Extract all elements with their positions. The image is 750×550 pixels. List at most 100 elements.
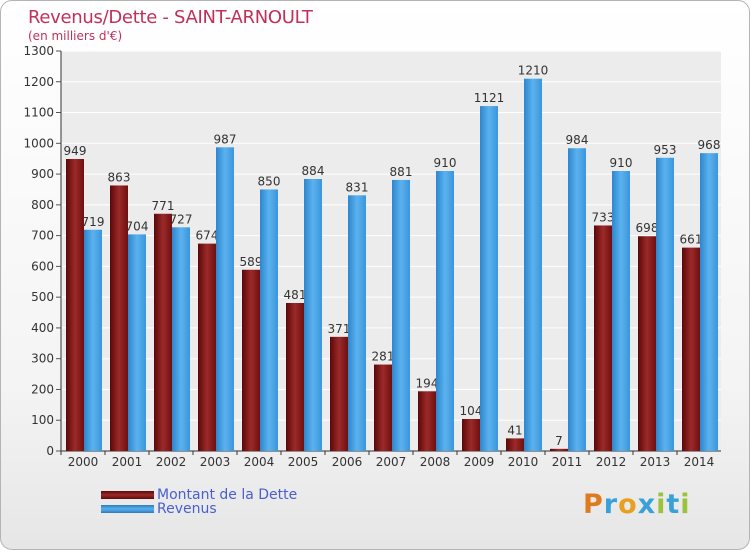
bar-dette <box>550 448 568 451</box>
data-label-revenus: 984 <box>566 133 589 147</box>
data-label-dette: 104 <box>460 404 483 418</box>
logo-letter: t <box>666 489 681 520</box>
bar-revenus <box>84 229 102 451</box>
y-tick-label: 600 <box>31 259 54 273</box>
legend-label-dette: Montant de la Dette <box>157 487 298 503</box>
x-tick-label: 2011 <box>552 455 583 469</box>
y-tick-label: 400 <box>31 321 54 335</box>
bar-revenus <box>480 106 498 452</box>
x-tick-label: 2007 <box>376 455 407 469</box>
data-label-dette: 281 <box>372 350 395 364</box>
x-tick-label: 2003 <box>200 455 231 469</box>
data-label-dette: 7 <box>555 434 563 448</box>
bar-revenus <box>304 179 322 451</box>
y-tick-label: 1200 <box>23 75 54 89</box>
y-tick-label: 100 <box>31 413 54 427</box>
x-tick-label: 2004 <box>244 455 275 469</box>
x-tick-label: 2009 <box>464 455 495 469</box>
x-tick-label: 2005 <box>288 455 319 469</box>
data-label-dette: 733 <box>592 210 615 224</box>
bar-revenus <box>656 157 674 451</box>
data-label-dette: 674 <box>196 229 219 243</box>
bar-dette <box>638 236 656 451</box>
y-tick-label: 1300 <box>23 44 54 58</box>
bar-dette <box>506 438 524 451</box>
y-tick-label: 500 <box>31 290 54 304</box>
bar-revenus <box>172 227 190 451</box>
data-label-revenus: 910 <box>610 156 633 170</box>
x-tick-label: 2012 <box>596 455 627 469</box>
data-label-revenus: 1121 <box>474 91 505 105</box>
data-label-revenus: 884 <box>302 164 325 178</box>
bar-revenus <box>700 153 718 451</box>
y-tick-label: 800 <box>31 198 54 212</box>
bar-dette <box>286 303 304 451</box>
bar-dette <box>594 225 612 451</box>
x-tick-label: 2008 <box>420 455 451 469</box>
data-label-dette: 41 <box>507 423 522 437</box>
legend-swatch-dette <box>101 491 154 499</box>
y-tick-label: 700 <box>31 229 54 243</box>
legend-item-revenus: Revenus <box>101 501 217 517</box>
legend-swatch-revenus <box>101 505 154 513</box>
y-tick-label: 900 <box>31 167 54 181</box>
data-label-revenus: 953 <box>654 143 677 157</box>
data-label-dette: 481 <box>284 288 307 302</box>
bar-dette <box>330 336 348 451</box>
x-tick-label: 2002 <box>156 455 187 469</box>
data-label-dette: 194 <box>416 376 439 390</box>
bar-dette <box>110 185 128 451</box>
bar-dette <box>682 247 700 451</box>
logo-letter: r <box>603 489 619 520</box>
x-tick-label: 2010 <box>508 455 539 469</box>
proxiti-logo: Proxiti <box>583 489 691 520</box>
data-label-revenus: 987 <box>214 132 237 146</box>
bar-revenus <box>260 189 278 451</box>
data-label-dette: 863 <box>108 170 131 184</box>
data-label-revenus: 727 <box>170 212 193 226</box>
y-tick-label: 1100 <box>23 106 54 120</box>
x-tick-label: 2000 <box>68 455 99 469</box>
legend-item-dette: Montant de la Dette <box>101 487 297 503</box>
logo-letter: P <box>583 489 604 520</box>
data-label-dette: 949 <box>64 144 87 158</box>
data-label-revenus: 831 <box>346 180 369 194</box>
y-tick-label: 1000 <box>23 136 54 150</box>
y-tick-label: 0 <box>46 444 54 458</box>
data-label-revenus: 850 <box>258 174 281 188</box>
bar-revenus <box>216 147 234 452</box>
data-label-revenus: 910 <box>434 156 457 170</box>
data-label-revenus: 704 <box>126 219 149 233</box>
logo-letter: x <box>637 489 657 520</box>
bar-revenus <box>392 179 410 451</box>
data-label-dette: 698 <box>636 221 659 235</box>
bar-revenus <box>568 148 586 451</box>
bar-revenus <box>524 78 542 451</box>
bar-revenus <box>348 195 366 451</box>
bar-dette <box>242 269 260 451</box>
x-tick-label: 2006 <box>332 455 363 469</box>
data-label-dette: 371 <box>328 322 351 336</box>
legend-label-revenus: Revenus <box>157 501 217 517</box>
logo-letter: i <box>680 489 691 520</box>
bar-revenus <box>612 171 630 451</box>
bar-dette <box>66 159 84 451</box>
bar-dette <box>198 243 216 451</box>
data-label-dette: 589 <box>240 255 263 269</box>
bar-revenus <box>436 171 454 451</box>
data-label-dette: 771 <box>152 199 175 213</box>
x-tick-label: 2013 <box>640 455 671 469</box>
data-label-revenus: 1210 <box>518 64 549 78</box>
chart-subtitle: (en milliers d'€) <box>28 29 123 43</box>
x-tick-label: 2014 <box>684 455 715 469</box>
bar-dette <box>462 419 480 451</box>
bar-dette <box>418 391 436 451</box>
logo-letter: i <box>656 489 667 520</box>
bar-dette <box>154 213 172 451</box>
x-tick-label: 2001 <box>112 455 143 469</box>
data-label-dette: 661 <box>680 233 703 247</box>
chart-title: Revenus/Dette - SAINT-ARNOULT <box>28 7 313 28</box>
bar-revenus <box>128 234 146 451</box>
